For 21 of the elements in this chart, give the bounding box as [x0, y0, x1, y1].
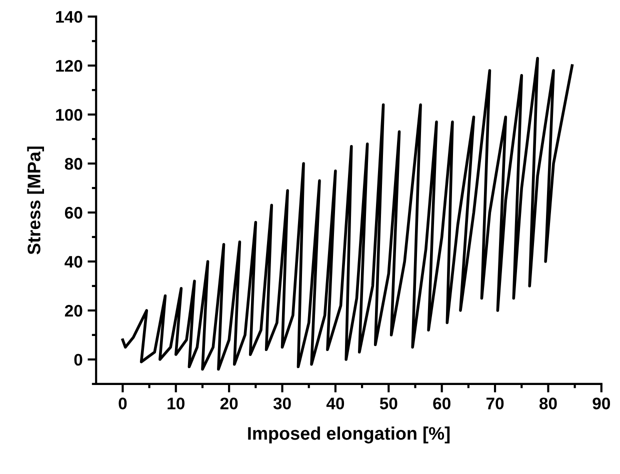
y-tick-label: 140 — [56, 10, 82, 23]
y-axis-title: Stress [MPa] — [27, 146, 44, 254]
y-tick-label: 20 — [64, 304, 82, 317]
y-tick-label: 100 — [56, 108, 82, 121]
y-tick-label: 60 — [64, 206, 82, 219]
x-tick-label: 10 — [168, 398, 184, 410]
y-tick-label: 0 — [74, 354, 82, 366]
x-tick-label: 30 — [273, 398, 291, 410]
x-tick-label: 80 — [539, 398, 557, 410]
y-tick-label: 120 — [56, 60, 82, 72]
x-tick-label: 0 — [118, 398, 127, 410]
x-axis-title: Imposed elongation [%] — [248, 426, 450, 444]
x-tick-label: 40 — [326, 398, 344, 410]
x-tick-label: 90 — [592, 398, 610, 410]
x-tick-label: 20 — [220, 398, 238, 410]
x-tick-label: 60 — [433, 398, 450, 410]
y-tick-label: 40 — [64, 256, 82, 268]
y-tick-label: 80 — [64, 158, 82, 170]
line-series — [121, 56, 574, 371]
x-tick-label: 50 — [380, 398, 398, 410]
x-tick-label: 70 — [486, 398, 504, 410]
